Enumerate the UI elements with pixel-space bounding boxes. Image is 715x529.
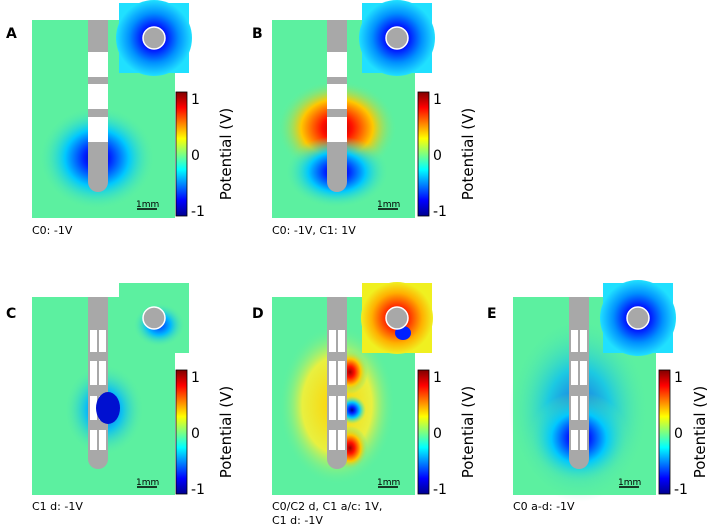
scale-bar: 1mm — [618, 478, 641, 488]
colorbar: 1 0 -1 Potential (V) — [417, 91, 477, 220]
colorbar-tick-label: -1 — [191, 204, 205, 220]
electrode-lead — [88, 20, 108, 192]
panel-B: B 1mm 1 0 -1 Potential (V) C0: -1V, C1: … — [252, 0, 477, 237]
panel-caption: C0 a-d: -1V — [513, 500, 575, 513]
inset-cross-section — [116, 0, 192, 76]
colorbar: 1 0 -1 Potential (V) — [417, 369, 477, 498]
panel-letter: D — [252, 306, 264, 322]
colorbar: 1 0 -1 Potential (V) — [175, 369, 235, 498]
colorbar-tick-label: -1 — [433, 482, 447, 498]
colorbar-label: Potential (V) — [459, 386, 477, 478]
scale-bar: 1mm — [136, 478, 159, 488]
colorbar-tick-label: -1 — [674, 482, 688, 498]
scale-bar-label: 1mm — [136, 200, 159, 210]
colorbar-tick-label: 0 — [433, 426, 442, 442]
colorbar-label: Potential (V) — [459, 108, 477, 200]
scale-bar: 1mm — [377, 200, 400, 210]
colorbar: 1 0 -1 Potential (V) — [658, 369, 709, 498]
panel-C: C 1mm 1 0 -1 Potential (V) — [6, 283, 235, 513]
inset-cross-section — [359, 0, 435, 76]
colorbar-tick-label: 0 — [191, 148, 200, 164]
colorbar-tick-label: -1 — [191, 482, 205, 498]
colorbar: 1 0 -1 Potential (V) — [175, 91, 235, 220]
panel-caption: C0: -1V — [32, 224, 73, 237]
panel-caption: C1 d: -1V — [32, 500, 83, 513]
panel-caption: C0/C2 d, C1 a/c: 1V, — [272, 500, 382, 513]
panel-caption: C0: -1V, C1: 1V — [272, 224, 356, 237]
scale-bar-label: 1mm — [136, 478, 159, 488]
panel-letter: A — [6, 26, 17, 42]
colorbar-label: Potential (V) — [217, 108, 235, 200]
colorbar-tick-label: 1 — [191, 370, 200, 386]
scale-bar-label: 1mm — [618, 478, 641, 488]
panel-caption: C1 d: -1V — [272, 514, 323, 527]
inset-cross-section — [600, 280, 676, 356]
electrode-lead — [88, 297, 120, 469]
colorbar-tick-label: 1 — [433, 92, 442, 108]
colorbar-label: Potential (V) — [691, 386, 709, 478]
colorbar-tick-label: -1 — [433, 204, 447, 220]
colorbar-tick-label: 0 — [433, 148, 442, 164]
colorbar-tick-label: 1 — [433, 370, 442, 386]
scale-bar-label: 1mm — [377, 200, 400, 210]
scale-bar-label: 1mm — [377, 478, 400, 488]
inset-cross-section — [361, 282, 433, 354]
panel-letter: E — [487, 306, 497, 322]
electrode-lead — [327, 297, 347, 469]
colorbar-tick-label: 1 — [674, 370, 683, 386]
scale-bar: 1mm — [377, 478, 400, 488]
scale-bar: 1mm — [136, 200, 159, 210]
colorbar-tick-label: 0 — [674, 426, 683, 442]
panel-D: D 1mm 1 0 -1 Potent — [252, 282, 477, 527]
panel-letter: C — [6, 306, 16, 322]
panel-A: A 1mm 1 0 -1 Potential (V) C0: -1V — [6, 0, 235, 237]
panel-letter: B — [252, 26, 263, 42]
electrode-lead — [327, 20, 347, 192]
inset-cross-section — [119, 283, 189, 353]
panel-E: E 1mm 1 0 -1 Potential (V) — [487, 280, 709, 513]
colorbar-tick-label: 0 — [191, 426, 200, 442]
electrode-lead — [569, 297, 589, 469]
colorbar-tick-label: 1 — [191, 92, 200, 108]
colorbar-label: Potential (V) — [217, 386, 235, 478]
